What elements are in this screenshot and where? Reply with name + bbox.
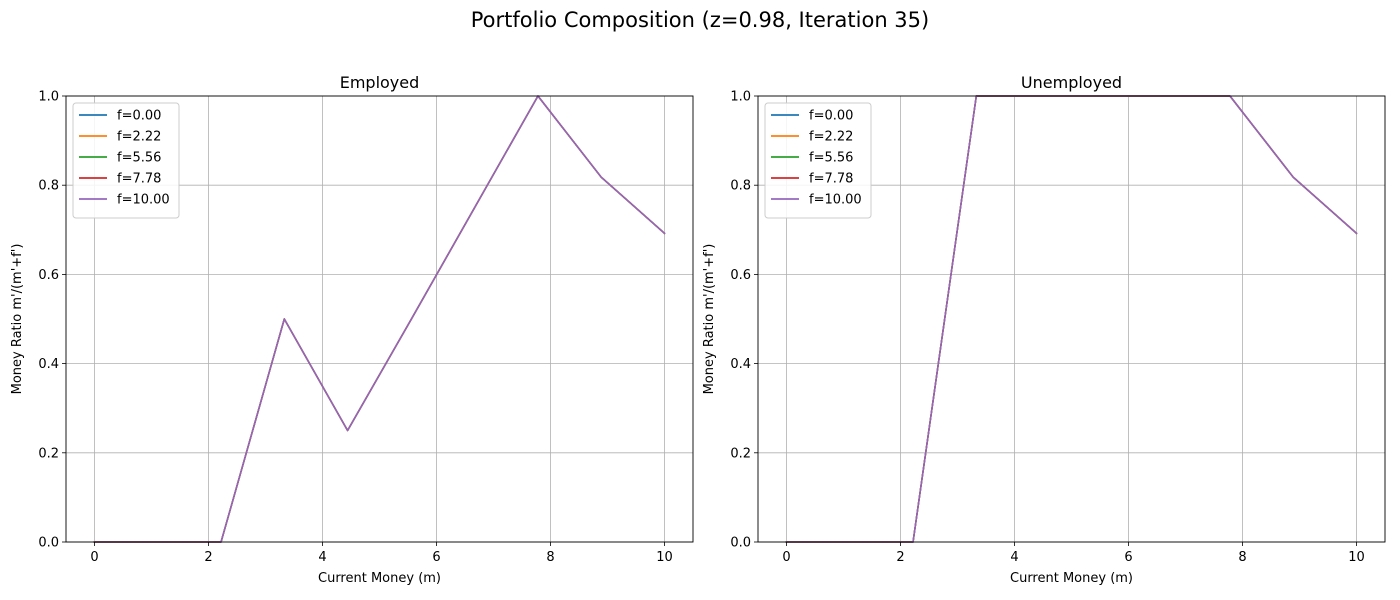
legend-label: f=5.56: [809, 151, 853, 166]
y-tick-label: 0.8: [730, 179, 751, 194]
x-tick-label: 0: [90, 550, 98, 565]
legend-label: f=5.56: [117, 151, 161, 166]
x-tick-label: 10: [1348, 550, 1365, 565]
legend-label: f=7.78: [117, 172, 161, 187]
y-tick-label: 0.4: [730, 357, 751, 372]
legend-label: f=10.00: [809, 193, 862, 208]
x-tick-label: 2: [204, 550, 212, 565]
x-axis-label: Current Money (m): [318, 571, 441, 586]
x-tick-label: 0: [782, 550, 790, 565]
legend-label: f=10.00: [117, 193, 170, 208]
series-line-f=7.78: [93, 95, 666, 543]
series-line-f=10.00: [93, 95, 666, 543]
legend-label: f=0.00: [117, 109, 161, 124]
y-tick-label: 0.2: [730, 446, 751, 461]
legend-box: [72, 102, 180, 219]
series-line-f=5.56: [785, 95, 1358, 543]
series-line-f=0.00: [785, 95, 1358, 543]
x-tick-label: 8: [1238, 550, 1246, 565]
chart-title: Unemployed: [1021, 73, 1122, 92]
series-line-f=10.00: [785, 95, 1358, 543]
x-tick-label: 10: [656, 550, 673, 565]
series-line-f=0.00: [93, 95, 666, 543]
legend-box: [764, 102, 872, 219]
series-line-f=5.56: [93, 95, 666, 543]
legend: f=0.00 f=2.22 f=5.56 f=7.78 f=10.00: [764, 102, 872, 219]
y-tick-label: 0.8: [38, 179, 59, 194]
chart-panel-1: 0 2 4 6 8 10 0.0 0.2 0.4 0.6 0.8 1.0 Unemployed Curre…: [702, 73, 1386, 586]
x-tick-label: 4: [318, 550, 326, 565]
series-line-f=7.78: [785, 95, 1358, 543]
legend-label: f=2.22: [809, 130, 853, 145]
series-line-f=2.22: [93, 95, 666, 543]
x-axis-label: Current Money (m): [1010, 571, 1133, 586]
y-tick-label: 0.4: [38, 357, 59, 372]
legend-label: f=2.22: [117, 130, 161, 145]
chart-title: Employed: [340, 73, 420, 92]
y-tick-label: 0.0: [38, 536, 59, 551]
y-tick-label: 0.0: [730, 536, 751, 551]
chart-panel-0: 0 2 4 6 8 10 0.0 0.2 0.4 0.6 0.8 1.0 Employed Current…: [10, 73, 694, 586]
y-tick-label: 0.6: [730, 268, 751, 283]
y-axis-label: Money Ratio m'/(m'+f'): [10, 244, 25, 395]
legend-label: f=7.78: [809, 172, 853, 187]
legend: f=0.00 f=2.22 f=5.56 f=7.78 f=10.00: [72, 102, 180, 219]
x-tick-label: 6: [1124, 550, 1132, 565]
x-tick-label: 8: [546, 550, 554, 565]
y-axis-label: Money Ratio m'/(m'+f'): [702, 244, 717, 395]
y-tick-label: 1.0: [38, 90, 59, 105]
axes-frame: [757, 95, 1386, 543]
series-line-f=2.22: [785, 95, 1358, 543]
y-tick-label: 0.2: [38, 446, 59, 461]
figure-title: Portfolio Composition (z=0.98, Iteration…: [470, 8, 930, 32]
x-tick-label: 4: [1010, 550, 1018, 565]
legend-label: f=0.00: [809, 109, 853, 124]
x-tick-label: 6: [432, 550, 440, 565]
x-tick-label: 2: [896, 550, 904, 565]
axes-frame: [65, 95, 694, 543]
y-tick-label: 1.0: [730, 90, 751, 105]
y-tick-label: 0.6: [38, 268, 59, 283]
